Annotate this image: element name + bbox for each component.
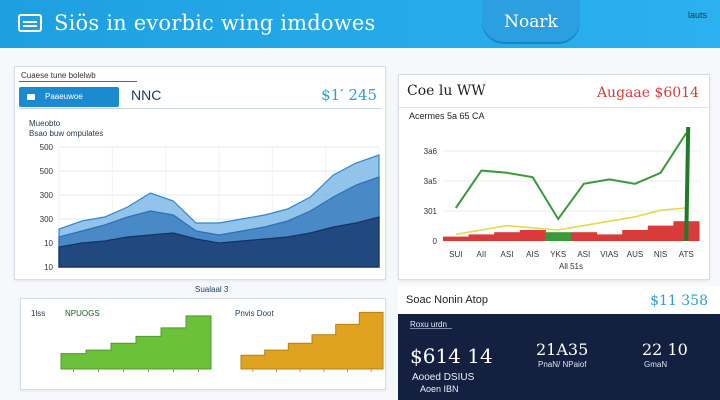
line-chart-panel: Coe lu WW Augaae $6014 Acermes 5a 65 CA …: [398, 74, 711, 280]
kpi-panel: Soac Nonin Atop $11 358 Roxu urdn $614 1…: [398, 286, 720, 400]
x-tick-label: NIS: [654, 250, 667, 259]
tab-code[interactable]: NNC: [131, 87, 162, 103]
header-action-button[interactable]: Noark: [482, 0, 580, 44]
kpi-2-caption: PnaN/ NPaiof: [538, 360, 587, 369]
x-axis-label: All 51s: [559, 262, 583, 271]
line-panel-value: Augaae $6014: [596, 85, 699, 101]
kpi-3-caption: GmaN: [644, 360, 668, 369]
tab-active-label: Paaeuwoe: [45, 92, 83, 101]
bar-mark: [519, 230, 546, 241]
tab-active[interactable]: Paaeuwoe: [19, 87, 119, 107]
line-panel-title: Coe lu WW: [407, 83, 486, 99]
x-tick-label: ASI: [577, 250, 590, 259]
mid-chart-title: Sualaal 3: [195, 285, 229, 294]
x-tick-label: VIAS: [600, 250, 618, 259]
bar-mark: [622, 230, 649, 241]
app-title: Siös in evorbic wing imdowes: [54, 11, 376, 35]
orange-chart-title: Pnvis Doot: [235, 309, 274, 318]
tab-icon: [27, 94, 35, 100]
y-tick-label: 500: [40, 143, 54, 152]
green-chart-title: NPUOGS: [65, 309, 100, 318]
line-series-1: [454, 132, 688, 221]
x-tick-label: ASI: [501, 250, 514, 259]
kpi-main-value: $614 14: [410, 344, 493, 368]
kpi-panel-title: Soac Nonin Atop: [406, 294, 488, 306]
kpi-3-value: 22 10: [642, 340, 688, 359]
bar-mark: [571, 232, 598, 241]
tab-value: $1′ 245: [321, 86, 377, 104]
bar-mark: [494, 232, 521, 241]
main-chart-panel: Cuaese tune bolelwb Paaeuwoe NNC $1′ 245…: [14, 66, 386, 280]
sub-chart-panel: 1lss NPUOGS Sualaal 3 Pnvis Doot: [20, 285, 386, 390]
app-header: Siös in evorbic wing imdowes Noark lauts: [0, 0, 720, 48]
x-tick-label: AUS: [627, 250, 643, 259]
panel-caption: Cuaese tune bolelwb: [21, 71, 96, 80]
y-tick-label: 300: [40, 215, 54, 224]
x-tick-label: ATS: [679, 250, 694, 259]
bar-mark: [443, 236, 470, 241]
bar-charts: [60, 311, 384, 372]
kpi-tag-underline: [410, 328, 452, 329]
step-bars-1: [60, 315, 212, 370]
line-panel-divider: [399, 107, 711, 108]
bar-mark: [545, 232, 572, 241]
chart-title: Mueobto: [29, 119, 61, 128]
y-tick-label: 3a5: [424, 177, 438, 186]
y-tick-label: 0: [433, 237, 438, 246]
spike-mark: [684, 126, 691, 242]
bar-mark: [596, 234, 623, 241]
kpi-main-caption-2: Aoen IBN: [420, 384, 459, 394]
bar-mark: [468, 234, 495, 241]
y-tick-label: 300: [40, 191, 54, 200]
x-tick-label: AII: [477, 250, 487, 259]
y-tick-label: 500: [40, 167, 54, 176]
kpi-main-caption: Aooed DSIUS: [412, 372, 475, 383]
header-corner-note: lauts: [688, 10, 708, 20]
kpi-panel-header: Soac Nonin Atop $11 358: [398, 286, 720, 314]
kpi-tag: Roxu urdn: [410, 320, 447, 329]
kpi-2-value: 21A35: [536, 340, 589, 359]
area-series-3: [58, 216, 380, 268]
kpi-panel-value: $11 358: [650, 293, 708, 309]
tab-strip: Paaeuwoe NNC $1′ 245: [19, 85, 381, 109]
bar-mark: [647, 225, 674, 241]
chart-subtitle: Bsao buw ompulates: [29, 129, 104, 138]
y-tick-label: 10: [44, 239, 53, 248]
line-chart: 3a6 3a5 301 0 SUI AII ASI AIS YKS ASI VIAS AUS NIS AT…: [424, 126, 700, 271]
menu-icon[interactable]: [18, 14, 42, 32]
caption-underline: [19, 81, 137, 82]
y-tick-label: 301: [424, 207, 438, 216]
y-tick-label: 3a6: [424, 147, 438, 156]
y-tick-label: 10: [44, 263, 53, 272]
x-tick-label: AIS: [526, 250, 539, 259]
sub-left-label: 1lss: [31, 309, 46, 318]
line-series-2: [455, 207, 687, 236]
kpi-panel-body: Roxu urdn $614 14 Aooed DSIUS Aoen IBN 2…: [398, 314, 720, 400]
x-tick-label: SUI: [449, 250, 462, 259]
area-chart: 500 500 300 300 10 10: [40, 143, 380, 272]
line-panel-subtitle: Acermes 5a 65 CA: [409, 111, 485, 121]
x-tick-label: YKS: [550, 250, 566, 259]
step-bars-2: [240, 311, 384, 370]
